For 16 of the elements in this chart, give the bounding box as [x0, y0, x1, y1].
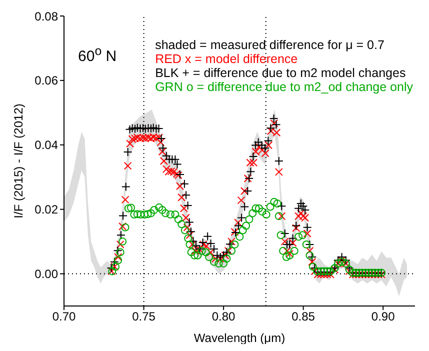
x-tick-label: 0.70	[52, 310, 76, 324]
x-tick-label: 0.80	[212, 310, 236, 324]
y-tick-label: 0.02	[34, 202, 58, 217]
text: BLK + = difference due to m2 model changes	[155, 66, 407, 80]
x-tick-label: 0.85	[292, 310, 316, 324]
x-tick-label: 0.90	[371, 310, 396, 324]
y-axis-title: I/F (2015) - I/F (2012)	[11, 104, 26, 218]
x-tick-label: 0.75	[132, 310, 156, 324]
text: RED x = model difference	[155, 52, 299, 66]
y-tick-label: 0.00	[34, 267, 58, 282]
y-tick-label: 0.06	[34, 74, 58, 88]
y-tick-label: 0.08	[34, 9, 58, 24]
y-tick-label: 0.04	[34, 138, 58, 152]
annotation: shaded = measured difference for μ = 0.7	[155, 38, 386, 52]
annotation: 60$^{o}$ N	[78, 44, 117, 65]
text: GRN o = difference due to m2_od change only	[155, 80, 413, 94]
